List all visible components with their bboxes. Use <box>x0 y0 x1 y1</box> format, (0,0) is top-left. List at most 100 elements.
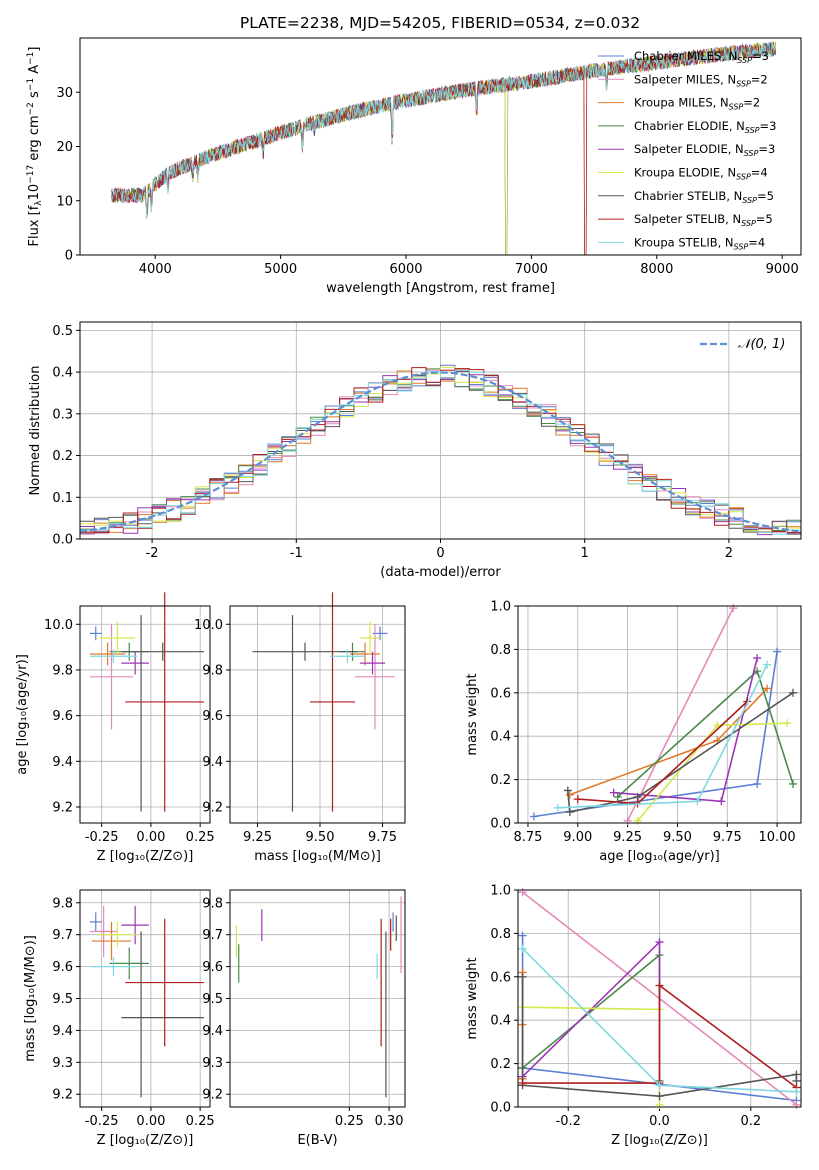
weight-marker-chabrier_miles <box>773 647 782 656</box>
x-tick-label: 9.75 <box>713 830 742 845</box>
weight-line-salpeter_miles <box>626 607 734 822</box>
x-tick-label: 9.25 <box>613 830 642 845</box>
y-tick-label: 0.2 <box>490 1057 511 1072</box>
z_vs_age-ylabel: age [log₁₀(age/yr)] <box>15 654 30 775</box>
legend-label-salpeter_stelib: Salpeter STELIB, NSSP=5 <box>634 212 773 228</box>
x-tick-label: 0.00 <box>136 1114 165 1129</box>
y-tick-label: 9.4 <box>52 755 73 770</box>
x-tick-label: 9000 <box>766 262 799 277</box>
legend-label-chabrier_stelib: Chabrier STELIB, NSSP=5 <box>634 189 774 205</box>
x-tick-label: 8000 <box>640 262 673 277</box>
x-tick-label: 0.2 <box>740 1114 761 1129</box>
x-tick-label: 9.75 <box>368 830 397 845</box>
y-tick-label: 0.0 <box>52 533 73 548</box>
mass_vs_age-axes: 9.25 9.50 9.75 9.2 9.4 9.6 9.8 10.0 <box>194 606 405 845</box>
weight-marker-chabrier_elodie <box>613 792 622 801</box>
spectrum-legend: Chabrier MILES, NSSP=3 Salpeter MILES, NS… <box>598 49 776 251</box>
weight-marker-salpeter_miles <box>623 816 632 825</box>
z_vs_weight-axes: -0.2 0.0 0.2 0.0 0.2 0.4 0.6 0.8 1.0 <box>490 884 801 1129</box>
weight-line-chabrier_stelib <box>567 692 794 814</box>
weight-marker-salpeter_elodie <box>753 654 762 663</box>
z_vs_weight-xlabel: Z [log₁₀(Z/Z⊙)] <box>611 1133 708 1148</box>
y-tick-label: 1.0 <box>490 600 511 615</box>
weight-marker-chabrier_stelib <box>565 808 574 817</box>
weight-marker-salpeter_elodie <box>717 797 726 806</box>
x-tick-label: 9.50 <box>306 830 335 845</box>
z_vs_mass-errorbars <box>89 905 205 1098</box>
spectrum-axes: 4000 5000 6000 7000 8000 9000 0 10 20 30 <box>56 86 798 277</box>
y-tick-label: 0.8 <box>490 643 511 658</box>
weight-marker-kroupa_stelib <box>553 803 562 812</box>
weight-line-salpeter_stelib <box>522 983 797 1089</box>
weight-marker-chabrier_stelib <box>563 786 572 795</box>
y-tick-label: 30 <box>56 86 73 101</box>
weight-marker-salpeter_stelib <box>573 795 582 804</box>
legend-label-chabrier_miles: Chabrier MILES, NSSP=3 <box>634 49 769 65</box>
y-tick-label: 0.0 <box>490 1101 511 1116</box>
x-tick-label: 5000 <box>264 262 297 277</box>
y-tick-label: 9.4 <box>202 1024 223 1039</box>
histogram-kroupa_stelib <box>80 369 801 535</box>
z_vs_mass-axes: -0.25 0.00 0.25 9.2 9.3 9.4 9.5 9.6 9.7 9.8 <box>52 890 215 1129</box>
weight-marker-chabrier_stelib <box>789 688 798 697</box>
x-tick-label: -0.2 <box>556 1114 581 1129</box>
y-tick-label: 9.2 <box>52 1088 73 1103</box>
z_vs_age-xlabel: Z [log₁₀(Z/Z⊙)] <box>97 849 194 864</box>
y-tick-label: 9.4 <box>52 1024 73 1039</box>
residuals-ylabel: Normed distribution <box>28 366 43 496</box>
residuals-axes: -2 -1 0 1 2 0.0 0.1 0.2 0.3 0.4 0.5 <box>52 322 801 561</box>
y-tick-label: 10 <box>56 194 73 209</box>
x-tick-label: -0.25 <box>85 1114 119 1129</box>
z_vs_weight-frame <box>517 889 802 1108</box>
ebv_vs_mass-xlabel: E(B-V) <box>297 1133 337 1148</box>
weight-marker-salpeter_stelib <box>655 981 664 990</box>
x-tick-label: 8.75 <box>513 830 542 845</box>
spectrum-lines <box>110 41 777 255</box>
y-tick-label: 0.5 <box>52 324 73 339</box>
x-tick-label: -2 <box>146 546 159 561</box>
x-tick-label: 9.00 <box>563 830 592 845</box>
y-tick-label: 9.3 <box>52 1056 73 1071</box>
y-tick-label: 0.1 <box>52 491 73 506</box>
weight-marker-kroupa_stelib <box>792 1087 801 1096</box>
y-tick-label: 9.8 <box>202 896 223 911</box>
weight-marker-kroupa_miles <box>763 684 772 693</box>
weight-marker-kroupa_elodie <box>783 719 792 728</box>
x-tick-label: 1 <box>581 546 589 561</box>
ebv_vs_mass-errorbars <box>235 896 402 1098</box>
spectrum-frame <box>79 37 802 256</box>
y-tick-label: 0.6 <box>490 686 511 701</box>
y-tick-label: 9.6 <box>52 709 73 724</box>
spectrum-ylabel: Flux [fλ10−17 erg cm−2 s−1 A−1] <box>26 47 44 247</box>
x-tick-label: 4000 <box>139 262 172 277</box>
y-tick-label: 10.0 <box>194 618 223 633</box>
z_vs_weight-lines <box>518 888 801 1109</box>
ebv_vs_mass-frame <box>229 889 406 1108</box>
spectrum-line-chabrier_stelib <box>110 42 777 213</box>
mass_vs_age-xlabel: mass [log₁₀(M/M⊙)] <box>254 849 381 864</box>
weight-marker-kroupa_miles <box>565 790 574 799</box>
y-tick-label: 9.4 <box>202 755 223 770</box>
weight-marker-salpeter_miles <box>729 604 738 613</box>
z_vs_mass-xlabel: Z [log₁₀(Z/Z⊙)] <box>97 1133 194 1148</box>
weight-marker-chabrier_stelib <box>655 1092 664 1101</box>
weight-marker-kroupa_elodie <box>655 1100 664 1109</box>
legend-label-salpeter_elodie: Salpeter ELODIE, NSSP=3 <box>634 142 775 158</box>
x-tick-label: 0.25 <box>335 1114 364 1129</box>
z_vs_age-axes: -0.25 0.00 0.25 9.2 9.4 9.6 9.8 10.0 <box>44 606 215 845</box>
x-tick-label: -0.25 <box>85 830 119 845</box>
age_vs_weight-xlabel: age [log₁₀(age/yr)] <box>599 849 720 864</box>
z_vs_mass-frame <box>79 889 211 1108</box>
x-tick-label: 0.00 <box>136 830 165 845</box>
x-tick-label: 0.0 <box>649 1114 670 1129</box>
legend-label-kroupa_miles: Kroupa MILES, NSSP=2 <box>634 96 760 112</box>
y-tick-label: 1.0 <box>490 884 511 899</box>
y-tick-label: 9.5 <box>52 992 73 1007</box>
weight-marker-kroupa_stelib <box>763 660 772 669</box>
y-tick-label: 9.8 <box>52 896 73 911</box>
x-tick-label: 6000 <box>389 262 422 277</box>
y-tick-label: 9.8 <box>202 663 223 678</box>
x-tick-label: 0.25 <box>186 1114 215 1129</box>
age_vs_weight-ylabel: mass weight <box>465 673 480 755</box>
